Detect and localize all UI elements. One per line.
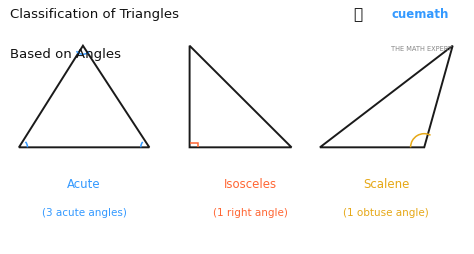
Text: cuemath: cuemath [391,8,448,21]
Text: Based on Angles: Based on Angles [10,48,121,61]
Text: Classification of Triangles: Classification of Triangles [10,8,180,21]
Text: 🚀: 🚀 [353,8,362,23]
Text: Isosceles: Isosceles [223,178,277,191]
Text: THE MATH EXPERT: THE MATH EXPERT [391,46,452,52]
Text: Scalene: Scalene [363,178,410,191]
Text: (1 obtuse angle): (1 obtuse angle) [344,208,429,218]
Text: Acute: Acute [67,178,101,191]
Text: (1 right angle): (1 right angle) [213,208,287,218]
Text: (3 acute angles): (3 acute angles) [42,208,127,218]
